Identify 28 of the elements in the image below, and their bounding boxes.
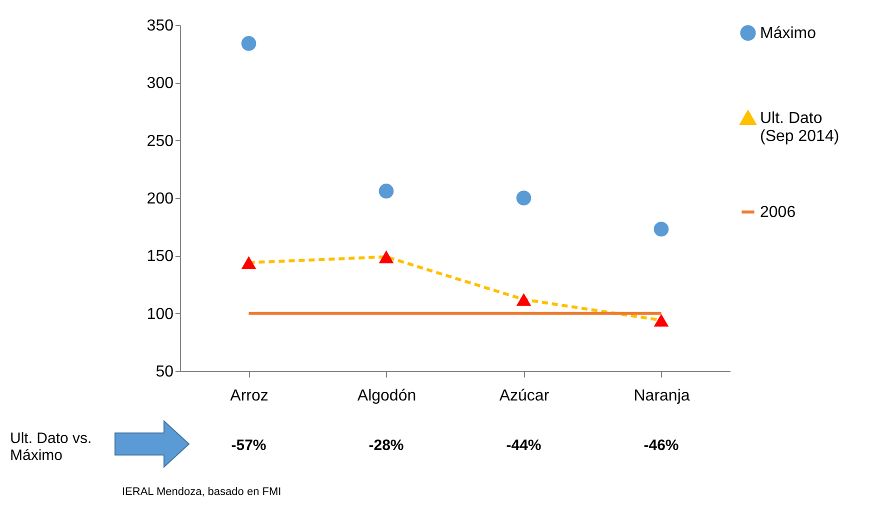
- y-tick-label: 200: [146, 190, 174, 208]
- text: Ult. Dato vs. Máximo: [10, 430, 93, 464]
- legend-label: Ult. Dato (Sep 2014): [760, 110, 840, 145]
- legend-label: 2006: [760, 204, 796, 221]
- point: [241, 36, 256, 51]
- y-tick-label: 100: [146, 306, 174, 323]
- y-tick-label: 350: [146, 18, 174, 34]
- x-tick-label: Azúcar: [499, 388, 550, 404]
- text: -46%: [644, 437, 679, 454]
- y-tick-label: 300: [146, 75, 174, 92]
- point: [241, 256, 256, 270]
- y-tick-label: 250: [146, 132, 174, 150]
- legend-label: Máximo: [760, 25, 816, 42]
- point: [654, 222, 669, 237]
- text: IERAL Mendoza, basado en FMI: [122, 486, 282, 498]
- x-tick-label: Arroz: [230, 388, 268, 404]
- x-tick-label: Algodón: [357, 388, 416, 404]
- text: -28%: [368, 437, 404, 454]
- text: -44%: [506, 437, 542, 454]
- point: [654, 314, 669, 327]
- y-tick-label: 150: [146, 248, 174, 266]
- y-tick-label: 50: [156, 364, 174, 380]
- point: [516, 190, 532, 206]
- point: [378, 250, 394, 264]
- text: -57%: [231, 437, 266, 454]
- point: [516, 293, 532, 306]
- x-tick-label: Naranja: [634, 388, 690, 404]
- point: [378, 184, 394, 198]
